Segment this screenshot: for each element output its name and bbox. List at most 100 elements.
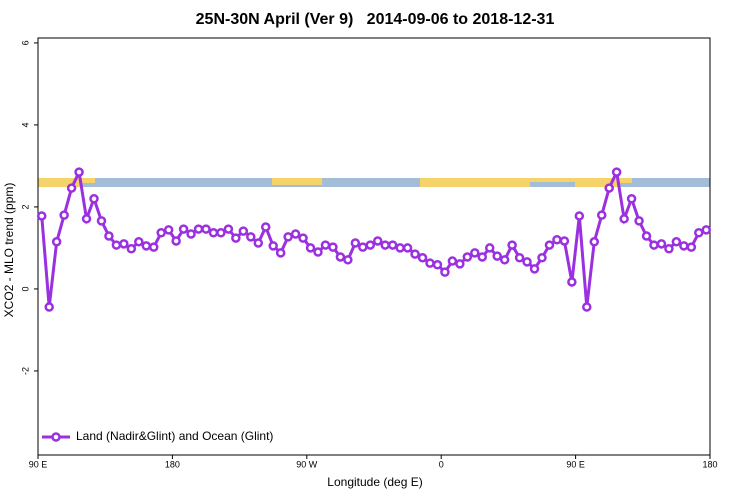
data-point	[238, 226, 249, 236]
data-point	[679, 241, 689, 251]
data-point	[701, 225, 712, 235]
data-point	[477, 252, 488, 262]
y-tick-label: 0	[20, 286, 30, 291]
data-point	[380, 240, 390, 250]
data-point	[134, 237, 144, 247]
data-point	[89, 193, 99, 204]
data-point	[492, 251, 502, 261]
data-point	[544, 240, 555, 250]
data-point	[358, 242, 368, 252]
y-tick-label: 2	[20, 204, 30, 209]
data-point	[253, 238, 264, 248]
data-point	[275, 248, 286, 258]
data-point	[417, 253, 428, 263]
data-point	[552, 234, 562, 245]
data-point	[126, 244, 137, 254]
data-point	[59, 210, 69, 220]
data-point	[305, 243, 316, 253]
data-point	[574, 211, 585, 221]
y-axis-label: XCO2 - MLO trend (ppm)	[2, 183, 16, 318]
data-point	[447, 256, 458, 266]
data-point	[604, 183, 614, 193]
data-point	[193, 224, 204, 234]
data-point	[686, 242, 697, 252]
data-point	[537, 253, 547, 263]
y-tick-label: 4	[20, 122, 30, 127]
data-point	[410, 249, 420, 259]
data-point	[44, 302, 54, 312]
data-point	[514, 253, 525, 263]
data-point	[559, 236, 570, 246]
data-point	[462, 252, 473, 262]
data-point	[208, 228, 219, 238]
data-point	[656, 239, 667, 249]
data-point	[596, 210, 607, 220]
chart-title: 25N-30N April (Ver 9) 2014-09-06 to 2018…	[196, 11, 555, 28]
data-point	[313, 247, 323, 257]
data-point	[216, 228, 226, 238]
data-point	[186, 229, 196, 239]
data-point	[649, 240, 659, 250]
data-point	[499, 255, 510, 265]
data-point	[522, 257, 532, 267]
data-point	[567, 277, 577, 287]
x-tick-label: 180	[165, 459, 180, 469]
data-point	[529, 264, 540, 274]
x-tick-label: 180	[702, 459, 717, 469]
data-point	[283, 232, 293, 242]
data-point	[395, 243, 405, 253]
legend-label: Land (Nadir&Glint) and Ocean (Glint)	[76, 429, 273, 443]
data-point	[694, 228, 704, 238]
plot-frame	[37, 37, 711, 456]
data-point	[231, 233, 241, 243]
data-point	[246, 232, 256, 242]
data-point	[582, 302, 592, 312]
x-tick-label: 90 E	[29, 459, 48, 469]
x-tick-label: 90 W	[296, 459, 318, 469]
data-point	[268, 241, 278, 251]
x-tick-label: 0	[439, 459, 444, 469]
data-point	[320, 240, 331, 250]
data-point	[171, 236, 181, 246]
data-point	[372, 236, 383, 246]
data-point	[350, 238, 361, 248]
data-point	[387, 240, 398, 250]
data-point	[634, 216, 644, 226]
data-point	[260, 222, 271, 232]
data-point	[36, 211, 47, 221]
data-point	[470, 248, 480, 258]
data-point	[484, 243, 495, 253]
data-point	[81, 214, 92, 224]
data-point	[290, 229, 301, 239]
data-point	[432, 259, 443, 270]
data-point	[96, 216, 107, 226]
data-point	[589, 237, 600, 247]
x-axis-label: Longitude (deg E)	[327, 475, 422, 489]
y-tick-label: -2	[20, 367, 30, 375]
land-ocean-strip	[38, 178, 710, 187]
data-point	[611, 167, 622, 177]
data-point	[156, 228, 166, 238]
data-point	[148, 242, 159, 252]
data-point	[641, 231, 652, 241]
data-point	[51, 237, 62, 247]
y-tick-label: 6	[20, 40, 30, 45]
data-point	[671, 237, 682, 247]
data-point	[343, 255, 353, 265]
data-point	[178, 224, 189, 234]
legend-marker	[51, 432, 61, 442]
data-point	[119, 239, 129, 249]
data-point	[223, 224, 234, 234]
data-point	[455, 259, 465, 269]
data-point	[111, 240, 122, 250]
data-point	[328, 242, 338, 252]
data-point	[298, 233, 308, 243]
data-point	[425, 258, 435, 268]
data-point	[619, 214, 629, 224]
data-point	[163, 225, 174, 235]
data-point	[104, 231, 114, 241]
data-point	[507, 240, 517, 250]
data-point	[440, 267, 450, 277]
data-point	[201, 224, 211, 234]
